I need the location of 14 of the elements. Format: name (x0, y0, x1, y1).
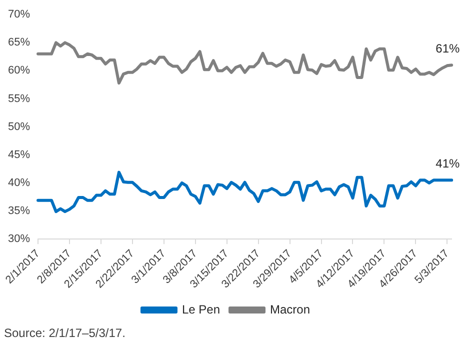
y-tick-label: 40% (8, 176, 30, 189)
data-label: 61% (436, 41, 460, 56)
legend-label: Le Pen (182, 302, 220, 316)
y-tick-label: 30% (8, 233, 30, 246)
y-tick-label: 60% (8, 64, 30, 77)
legend-label: Macron (270, 302, 310, 316)
source-note: Source: 2/1/17–5/3/17. (3, 326, 126, 340)
y-tick-label: 50% (8, 120, 30, 133)
y-tick-label: 70% (8, 8, 30, 21)
y-tick-label: 65% (8, 36, 30, 49)
y-tick-label: 35% (8, 205, 30, 218)
data-label: 41% (436, 156, 460, 170)
y-tick-label: 55% (8, 92, 30, 105)
y-tick-label: 45% (8, 148, 30, 161)
